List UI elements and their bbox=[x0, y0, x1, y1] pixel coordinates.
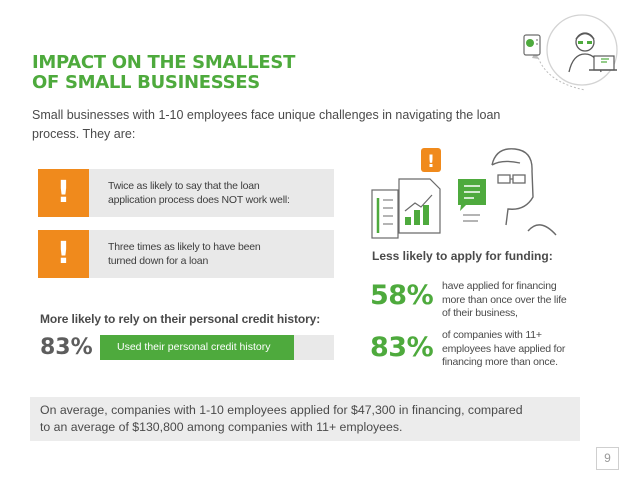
person-at-computer-icon bbox=[523, 14, 618, 91]
alert-card-line: turned down for a loan bbox=[108, 255, 209, 267]
stat-line: employees have applied for bbox=[442, 342, 566, 355]
title-line-1: IMPACT ON THE SMALLEST bbox=[32, 52, 296, 73]
exclamation-icon: ! bbox=[38, 169, 89, 217]
person-with-loan-documents-icon: ! bbox=[371, 148, 557, 239]
footer-text: On average, companies with 1-10 employee… bbox=[40, 402, 575, 436]
personal-credit-bar-fill bbox=[100, 335, 295, 360]
exclamation-icon: ! bbox=[38, 230, 89, 278]
stat-description: of companies with 11+ employees have app… bbox=[442, 329, 592, 370]
alert-card-text: Twice as likely to say that the loan app… bbox=[108, 179, 323, 207]
stat-line: of their business, bbox=[442, 307, 518, 319]
personal-credit-bar-text: Used their personal credit history bbox=[117, 341, 271, 353]
less-likely-label: Less likely to apply for funding: bbox=[372, 249, 553, 263]
alert-mark: ! bbox=[427, 152, 435, 172]
stat-line: financing more than once. bbox=[442, 356, 558, 368]
stat-line: of companies with 11+ bbox=[442, 329, 542, 341]
stat-percent-58: 58% bbox=[370, 280, 434, 311]
stat-description: have applied for financing more than onc… bbox=[442, 280, 592, 321]
stat-line: more than once over the life bbox=[442, 293, 567, 306]
personal-credit-percent: 83% bbox=[40, 335, 93, 360]
personal-credit-bar: Used their personal credit history bbox=[100, 335, 334, 360]
page-title: IMPACT ON THE SMALLEST OF SMALL BUSINESS… bbox=[32, 53, 295, 93]
alert-card-line: Twice as likely to say that the loan bbox=[108, 180, 260, 192]
footer-line: to an average of $130,800 among companie… bbox=[40, 420, 403, 434]
alert-card-line: Three times as likely to have been bbox=[108, 241, 261, 253]
personal-credit-label: More likely to rely on their personal cr… bbox=[40, 312, 321, 326]
stat-percent-83: 83% bbox=[370, 332, 434, 363]
footer-summary: On average, companies with 1-10 employee… bbox=[30, 397, 580, 441]
stat-line: have applied for financing bbox=[442, 280, 557, 292]
alert-card-process: ! Twice as likely to say that the loan a… bbox=[38, 169, 334, 217]
subtitle: Small businesses with 1-10 employees fac… bbox=[32, 108, 501, 141]
footer-line: On average, companies with 1-10 employee… bbox=[40, 403, 523, 417]
title-line-2: OF SMALL BUSINESSES bbox=[32, 72, 260, 93]
alert-card-line: application process does NOT work well: bbox=[108, 194, 290, 206]
alert-card-text: Three times as likely to have been turne… bbox=[108, 240, 323, 268]
alert-card-turned-down: ! Three times as likely to have been tur… bbox=[38, 230, 334, 278]
page-number: 9 bbox=[596, 447, 619, 470]
